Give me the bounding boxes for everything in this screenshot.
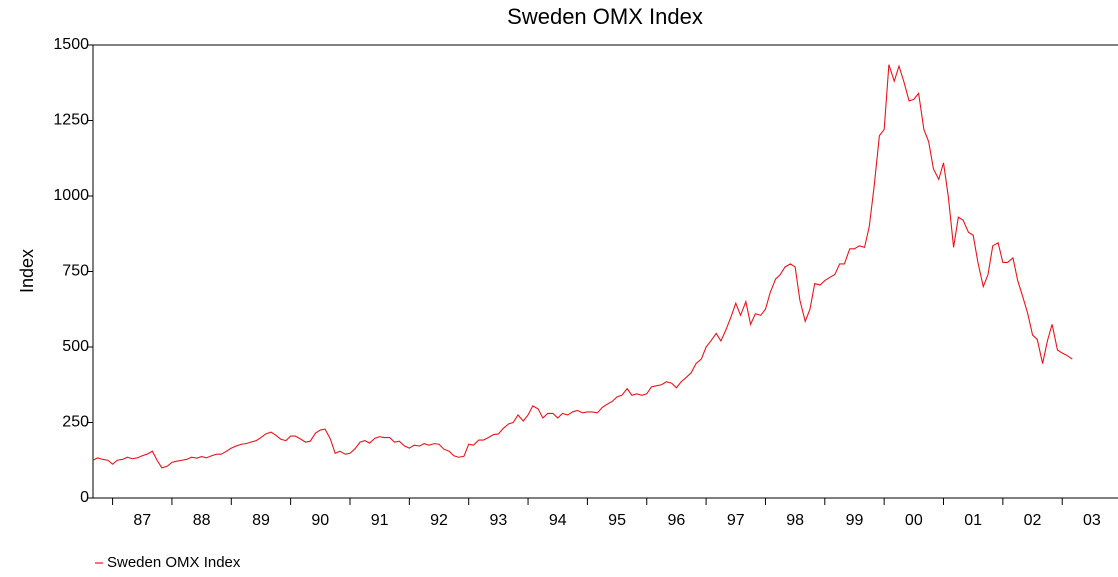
x-tick-label: 90 [311,512,329,529]
y-tick-label: 1000 [53,187,89,204]
x-tick-label: 95 [608,512,626,529]
x-tick-label: 89 [252,512,270,529]
legend-label: Sweden OMX Index [107,554,241,571]
x-tick-label: 88 [193,512,211,529]
x-tick-label: 93 [489,512,507,529]
y-tick-label: 250 [62,414,89,431]
x-tick-label: 01 [964,512,982,529]
x-tick-label: 99 [846,512,864,529]
y-tick-label: 1250 [53,112,89,129]
y-tick-label: 1500 [53,36,89,53]
x-tick-label: 03 [1083,512,1101,529]
x-tick-label: 96 [668,512,686,529]
series-line [92,64,1073,469]
x-tick-label: 97 [727,512,745,529]
x-tick-label: 87 [133,512,151,529]
x-tick-label: 94 [549,512,567,529]
chart-title: Sweden OMX Index [507,4,703,29]
x-tick-label: 02 [1024,512,1042,529]
x-tick-label: 00 [905,512,923,529]
x-tick-label: 91 [371,512,389,529]
y-tick-label: 750 [62,263,89,280]
y-axis-label: Index [17,249,37,293]
x-tick-label: 98 [786,512,804,529]
y-tick-label: 500 [62,338,89,355]
x-tick-label: 92 [430,512,448,529]
y-tick-label: 0 [80,489,89,506]
